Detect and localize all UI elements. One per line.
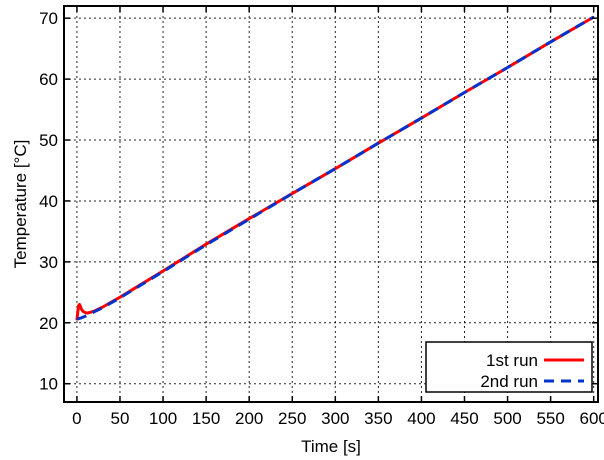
axis-ticks: 0 50 100 150 200 250 300 350 400 450 500 550 600 10 20… [39, 6, 604, 428]
y-tick-label: 40 [39, 192, 58, 211]
x-tick-label: 600 [580, 409, 604, 428]
x-tick-label: 550 [536, 409, 564, 428]
y-tick-label: 70 [39, 9, 58, 28]
x-tick-label: 450 [450, 409, 478, 428]
legend: 1st run 2nd run [425, 341, 593, 393]
x-tick-label: 0 [72, 409, 81, 428]
x-tick-label: 250 [278, 409, 306, 428]
x-tick-label: 200 [235, 409, 263, 428]
x-tick-label: 350 [364, 409, 392, 428]
series-line-2nd-run [76, 15, 595, 321]
x-tick-label: 100 [149, 409, 177, 428]
y-tick-label: 60 [39, 70, 58, 89]
x-tick-label: 500 [493, 409, 521, 428]
y-tick-label: 50 [39, 131, 58, 150]
y-axis-label: Temperature [°C] [11, 140, 30, 269]
legend-label-2nd-run: 2nd run [480, 372, 538, 391]
grid [64, 6, 598, 402]
x-tick-label: 300 [321, 409, 349, 428]
x-tick-label: 50 [111, 409, 130, 428]
plot-frame [63, 5, 599, 403]
plot-lines [75, 15, 595, 321]
legend-label-1st-run: 1st run [486, 351, 538, 370]
legend-box [425, 341, 593, 393]
x-tick-label: 150 [192, 409, 220, 428]
y-tick-label: 20 [39, 314, 58, 333]
y-tick-label: 30 [39, 253, 58, 272]
x-tick-label: 400 [407, 409, 435, 428]
y-tick-label: 10 [39, 375, 58, 394]
x-axis-label: Time [s] [301, 437, 361, 456]
